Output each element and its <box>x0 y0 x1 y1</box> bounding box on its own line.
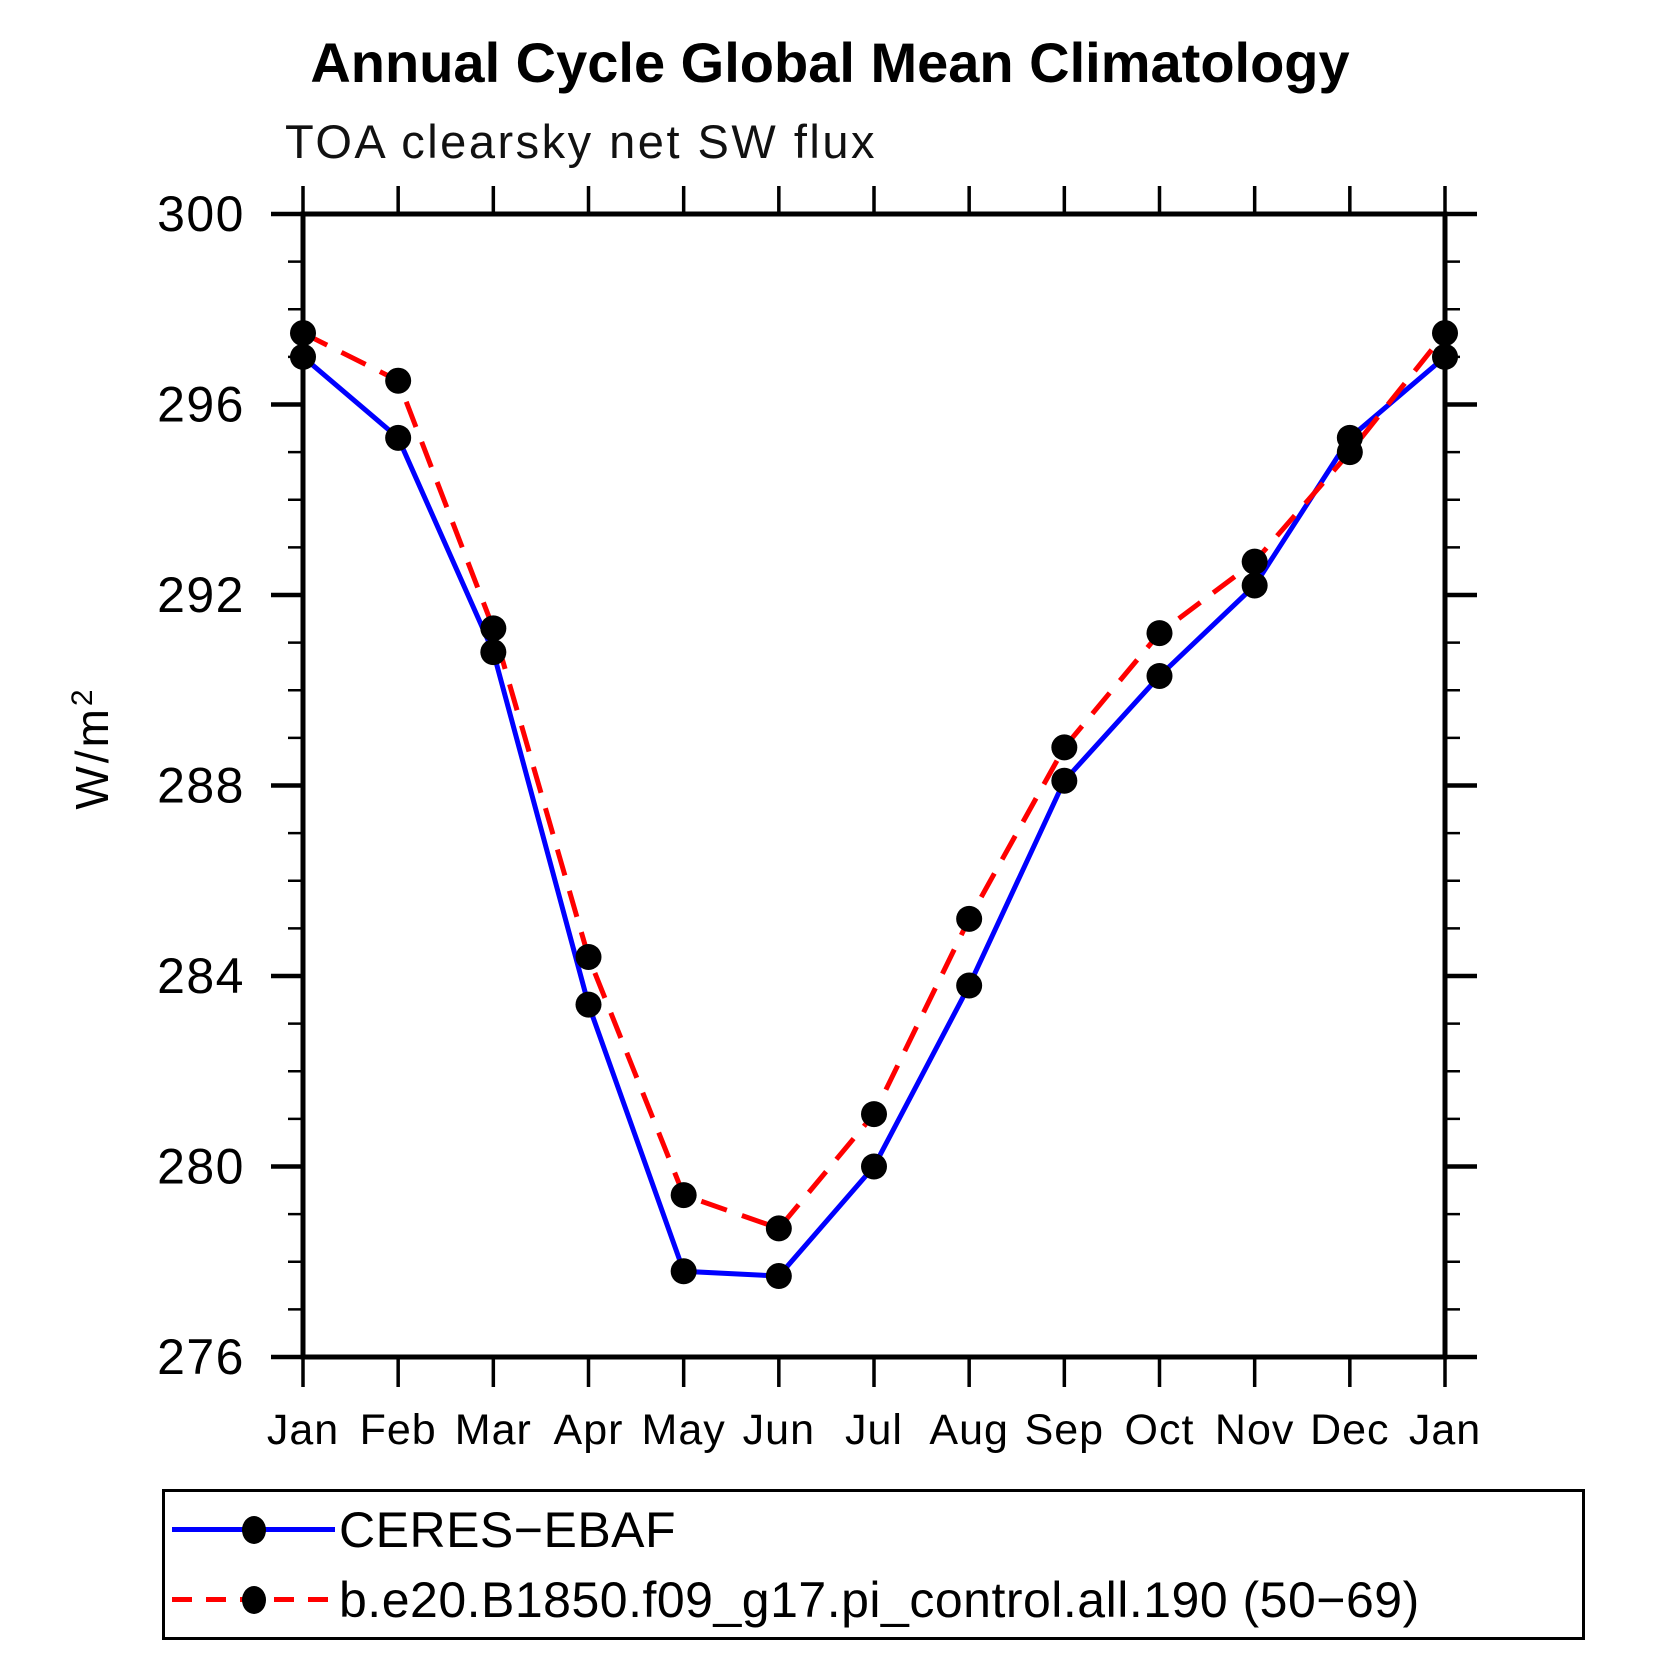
data-point-series-0 <box>861 1153 887 1180</box>
data-point-series-0 <box>385 424 412 451</box>
x-tick-label: Feb <box>360 1406 437 1454</box>
data-point-series-1 <box>290 320 316 347</box>
legend-label-model-run: b.e20.B1850.f09_g17.pi_control.all.190 (… <box>339 1571 1420 1628</box>
y-tick-label: 292 <box>157 567 245 623</box>
x-tick-label: Apr <box>554 1406 624 1454</box>
data-point-series-1 <box>575 943 602 970</box>
data-point-series-1 <box>1432 320 1458 347</box>
data-point-series-0 <box>480 639 507 666</box>
data-point-series-0 <box>575 991 602 1018</box>
x-tick-label: Mar <box>455 1406 532 1454</box>
y-tick-label: 296 <box>157 377 245 433</box>
series-line-0 <box>301 354 1447 1279</box>
series-line-1 <box>301 330 1447 1232</box>
x-tick-label: Sep <box>1025 1406 1105 1454</box>
data-point-series-0 <box>1432 343 1458 370</box>
legend: CERES−EBAF b.e20.B1850.f09_g17.pi_contro… <box>162 1489 1585 1640</box>
data-point-series-0 <box>956 972 983 999</box>
y-tick-label: 288 <box>157 758 245 814</box>
data-point-series-1 <box>670 1182 697 1209</box>
data-point-series-0 <box>1051 767 1078 794</box>
data-point-series-0 <box>1241 572 1268 599</box>
x-tick-label: Jun <box>743 1406 815 1454</box>
x-tick-label: Jan <box>267 1406 339 1454</box>
x-tick-label: Dec <box>1310 1406 1389 1454</box>
data-point-series-0 <box>1146 662 1173 689</box>
y-tick-label: 284 <box>157 948 245 1004</box>
plot-frame <box>300 211 1448 1360</box>
data-point-series-0 <box>670 1258 697 1285</box>
data-point-series-1 <box>385 367 412 394</box>
legend-label-ceres-ebaf: CERES−EBAF <box>339 1501 677 1558</box>
y-tick-label: 276 <box>157 1329 245 1385</box>
legend-item-ceres-ebaf: CERES−EBAF <box>165 1495 1582 1565</box>
data-point-series-1 <box>1051 734 1078 761</box>
x-tick-label: Jul <box>845 1406 903 1454</box>
y-axis-title: W/m2 <box>66 686 118 809</box>
black-dot-marker-icon <box>241 1585 266 1614</box>
x-tick-label: May <box>642 1406 726 1454</box>
x-tick-label: Aug <box>929 1406 1009 1454</box>
x-tick-label: Nov <box>1215 1406 1294 1454</box>
legend-sample-dashed-red-line <box>172 1585 335 1615</box>
data-point-series-1 <box>765 1215 792 1242</box>
legend-item-model-run: b.e20.B1850.f09_g17.pi_control.all.190 (… <box>165 1565 1582 1635</box>
chart-subtitle: TOA clearsky net SW flux <box>285 115 877 168</box>
data-point-series-0 <box>765 1263 792 1290</box>
data-point-series-1 <box>1146 620 1173 647</box>
data-point-series-0 <box>290 343 316 370</box>
data-point-series-1 <box>1336 439 1363 466</box>
data-point-series-1 <box>480 615 507 642</box>
data-point-series-1 <box>861 1101 887 1128</box>
x-tick-label: Jan <box>1409 1406 1481 1454</box>
black-dot-marker-icon <box>241 1515 266 1544</box>
chart-title: Annual Cycle Global Mean Climatology <box>310 31 1350 94</box>
y-tick-label: 300 <box>157 186 245 242</box>
data-point-series-1 <box>1241 548 1268 575</box>
legend-sample-solid-blue-line <box>172 1515 335 1545</box>
x-tick-label: Oct <box>1125 1406 1195 1454</box>
data-point-series-1 <box>956 905 983 932</box>
y-tick-label: 280 <box>157 1139 245 1195</box>
